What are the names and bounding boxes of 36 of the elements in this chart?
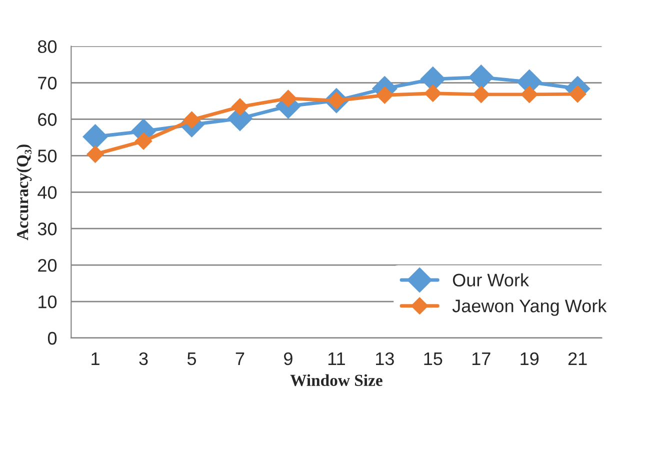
y-tick-label: 50 (38, 150, 57, 162)
point (183, 111, 200, 129)
x-tick-label: 5 (187, 352, 196, 366)
point (472, 86, 490, 103)
y-tick-label: 0 (48, 332, 57, 345)
point (424, 84, 442, 102)
point (82, 124, 108, 150)
point (468, 64, 494, 90)
x-tick-label: 1 (92, 352, 100, 365)
legend-label: Jaewon Yang Work (452, 299, 607, 316)
x-tick-label: 11 (328, 352, 345, 365)
y-tick-label: 30 (38, 222, 57, 236)
y-axis-title: Accuracy(Q₃) (16, 144, 32, 240)
x-tick-label: 13 (376, 352, 394, 366)
x-tick-label: 3 (139, 352, 148, 366)
y-tick-label: 60 (38, 113, 57, 126)
point (231, 98, 249, 116)
y-tick-label: 40 (38, 186, 57, 199)
legend-label: Our Work (452, 273, 530, 286)
x-tick-label: 15 (424, 352, 442, 366)
y-tick-label: 80 (38, 40, 57, 54)
x-tick-label: 9 (284, 352, 292, 366)
x-tick-label: 21 (568, 352, 587, 365)
y-tick-label: 10 (38, 295, 57, 308)
point (520, 86, 538, 103)
x-tick-label: 7 (236, 352, 244, 365)
point (376, 86, 394, 104)
y-tick-label: 20 (38, 259, 57, 272)
x-tick-label: 17 (472, 352, 490, 365)
point (569, 86, 586, 103)
point (280, 90, 297, 107)
x-tick-label: 19 (520, 352, 539, 366)
point (134, 132, 152, 150)
y-tick-label: 70 (38, 76, 57, 90)
point (86, 146, 104, 163)
x-axis-title: Window Size (290, 374, 382, 386)
